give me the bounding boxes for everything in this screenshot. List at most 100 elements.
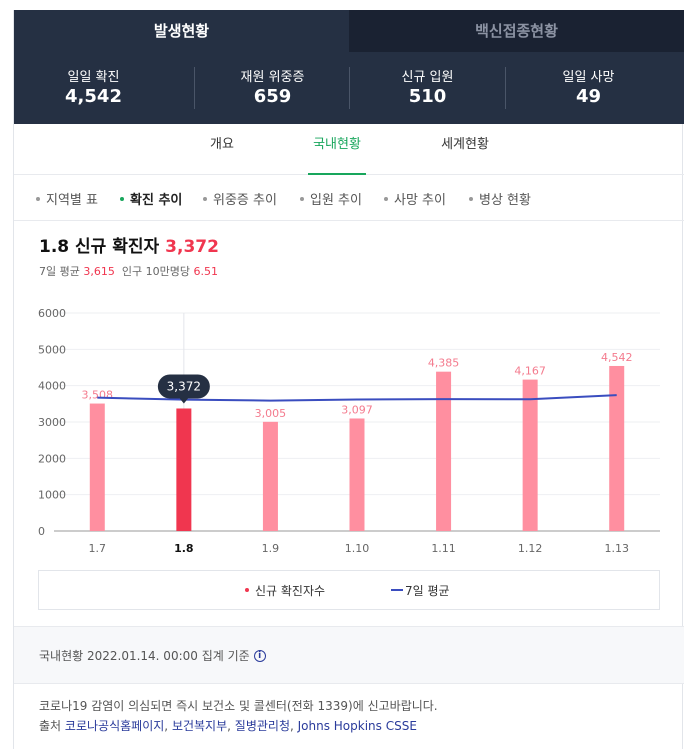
tab-overview[interactable]: 개요 [210,137,234,152]
chart-title: 1.8 신규 확진자 3,372 [39,232,219,257]
sub-tabs: 개요 국내현황 세계현황 [14,124,684,175]
filter-label: 확진 추이 [130,193,183,208]
report-notice: 코로나19 감염이 의심되면 즉시 보건소 및 콜센터(전화 1339)에 신고… [39,699,438,713]
tooltip-pointer [178,397,189,404]
stat-new-admissions: 신규 입원 510 [350,52,505,124]
stat-divider [349,67,350,109]
x-tick-label: 1.10 [345,542,370,555]
stat-label: 신규 입원 [401,70,454,85]
tab-world[interactable]: 세계현황 [441,137,489,152]
legend-item-new-cases[interactable]: 신규 확진자수 [245,582,325,599]
bar [89,403,105,531]
bar-value-label: 4,385 [428,357,460,370]
y-tick-label: 1000 [38,489,66,502]
tooltip-value: 3,372 [167,379,201,393]
stat-value: 4,542 [65,86,122,107]
chart-legend: 신규 확진자수 7일 평균 [38,570,660,610]
confirmed-cases-chart: 0 1000 2000 3000 4000 5000 6000 3,508 1.7 1.8 3,00… [38,307,660,555]
bar-value-label: 4,542 [601,351,633,364]
bar [349,418,365,531]
tooltip-bubble [157,374,210,399]
chart-subtitle: 7일 평균 3,615 인구 10만명당 6.51 [39,263,218,279]
legend-dot [245,587,249,592]
y-tick-label: 0 [38,525,45,538]
stat-divider [505,67,506,109]
bar [609,365,625,531]
stat-critical-patients: 재원 위중증 659 [195,52,350,124]
legend-label: 신규 확진자수 [255,584,326,598]
bullet-dot [384,196,388,201]
x-tick-label: 1.9 [262,542,280,555]
stat-daily-confirmed: 일일 확진 4,542 [16,52,171,124]
x-tick-label: 1.13 [604,542,629,555]
tab-outbreak-status[interactable]: 발생현황 [14,10,349,52]
bullet-dot [469,196,473,201]
legend-line [391,588,403,591]
filter-confirmed-trend[interactable]: 확진 추이 [120,189,182,208]
bullet-dot [36,196,40,201]
stat-value: 659 [253,86,292,107]
covid-status-panel: 발생현황 백신접종현황 일일 확진 4,542 재원 위중증 659 신규 입원… [13,10,684,749]
source-link-mohw[interactable]: 보건복지부 [171,719,228,733]
avg-value: 3,615 [83,265,115,278]
bar-value-label: 3,508 [82,389,114,402]
per-capita-label: 인구 10만명당 [121,265,190,278]
filter-bed-status[interactable]: 병상 현황 [469,189,531,208]
per-capita-value: 6.51 [193,265,218,278]
bullet-dot [120,196,124,201]
bar [262,421,278,531]
main-tabs: 발생현황 백신접종현황 [14,10,684,52]
bar-value-label: 3,097 [341,403,373,416]
y-tick-label: 3000 [38,416,66,429]
stat-daily-deaths: 일일 사망 49 [511,52,666,124]
source-list: 출처 코로나공식홈페이지, 보건복지부, 질병관리청, Johns Hopkin… [39,719,417,733]
stat-divider [194,67,195,109]
y-tick-label: 6000 [38,307,66,320]
bar [176,408,192,531]
x-tick-label: 1.12 [518,542,543,555]
filter-label: 병상 현황 [479,193,531,208]
source-label: 출처 [39,719,62,733]
info-icon[interactable]: i [253,649,266,662]
bar [522,379,538,531]
bullet-dot [300,196,304,201]
status-summary-panel: 발생현황 백신접종현황 일일 확진 4,542 재원 위중증 659 신규 입원… [14,10,684,124]
filter-label: 지역별 표 [46,193,98,208]
legend-label: 7일 평균 [405,584,450,598]
data-basis-bar: 국내현황 2022.01.14. 00:00 집계 기준 i [14,626,684,684]
chart-title-value: 3,372 [165,237,219,257]
stat-value: 49 [575,86,602,107]
filter-death-trend[interactable]: 사망 추이 [384,189,446,208]
filter-critical-trend[interactable]: 위중증 추이 [203,189,277,208]
bar [436,371,452,531]
active-tab-underline [308,173,366,175]
stat-label: 재원 위중증 [240,70,305,85]
data-basis: 국내현황 2022.01.14. 00:00 집계 기준 i [39,647,266,664]
x-tick-label: 1.11 [431,542,456,555]
chart-title-text: 1.8 신규 확진자 [39,237,160,257]
source-link-kdca-home[interactable]: 코로나공식홈페이지 [64,719,165,733]
daily-stats: 일일 확진 4,542 재원 위중증 659 신규 입원 510 일일 사망 4… [14,52,684,124]
tab-domestic[interactable]: 국내현황 [308,124,366,175]
y-tick-label: 5000 [38,343,66,356]
bullet-dot [203,196,207,201]
filter-label: 입원 추이 [310,193,362,208]
source-link-jhu-csse[interactable]: Johns Hopkins CSSE [297,719,417,733]
x-tick-label: 1.8 [174,542,194,555]
y-tick-label: 4000 [38,380,66,393]
filter-admission-trend[interactable]: 입원 추이 [300,189,362,208]
filter-label: 사망 추이 [394,193,446,208]
stat-label: 일일 사망 [562,70,615,85]
legend-item-7day-avg[interactable]: 7일 평균 [391,582,450,599]
stat-label: 일일 확진 [67,70,120,85]
avg-label: 7일 평균 [39,265,80,278]
filter-regional-table[interactable]: 지역별 표 [36,189,98,208]
stat-value: 510 [408,86,447,107]
tab-vaccination-status[interactable]: 백신접종현황 [349,10,684,52]
bar-value-label: 4,167 [514,365,546,378]
source-link-kdca[interactable]: 질병관리청 [234,719,290,733]
x-tick-label: 1.7 [89,542,107,555]
y-tick-label: 2000 [38,452,66,465]
filter-label: 위중증 추이 [213,193,277,208]
tab-domestic-label: 국내현황 [313,137,361,152]
